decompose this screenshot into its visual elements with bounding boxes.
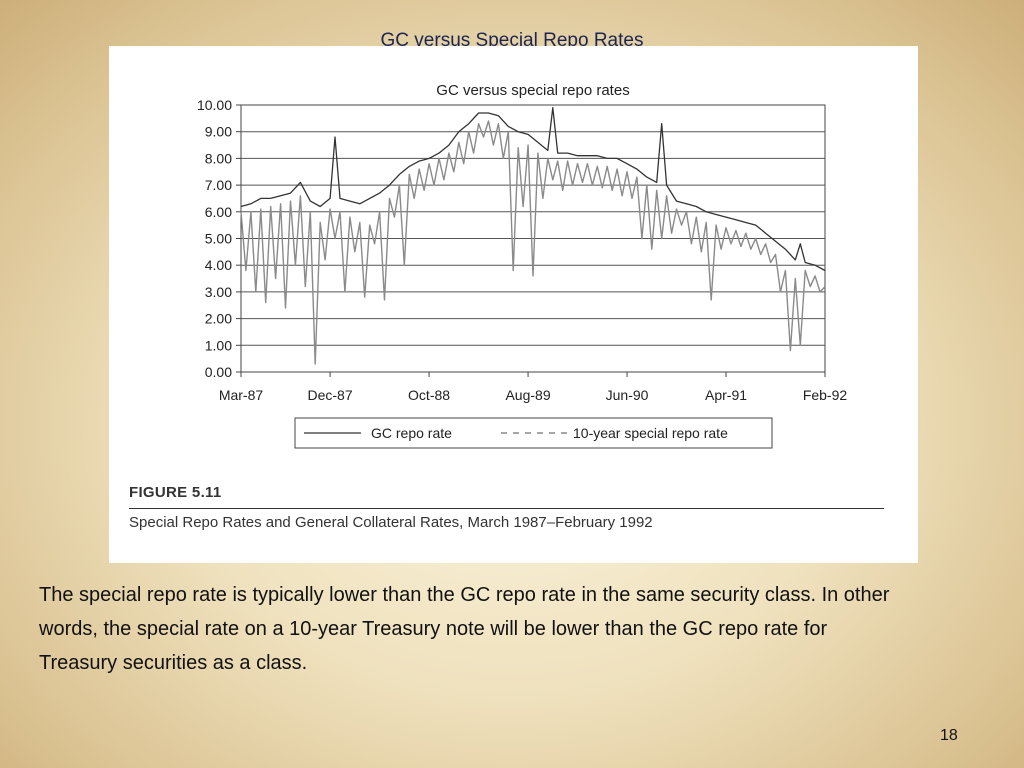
chart-grid <box>240 104 826 373</box>
x-axis: Mar-87 Dec-87 Oct-88 Aug-89 Jun-90 Apr-91 Feb-… <box>219 372 848 403</box>
y-tick-label: 8.00 <box>205 150 232 166</box>
x-tick-label: Feb-92 <box>803 387 848 403</box>
x-tick-label: Mar-87 <box>219 387 264 403</box>
chart-legend: GC repo rate 10-year special repo rate <box>294 417 773 449</box>
y-tick-label: 2.00 <box>205 311 232 327</box>
repo-rate-chart: GC versus special repo rates 0.00 1.00 2.0… <box>197 82 848 449</box>
y-tick-label: 4.00 <box>205 257 232 273</box>
x-tick-label: Oct-88 <box>408 387 450 403</box>
y-tick-label: 3.00 <box>205 284 232 300</box>
series-layer <box>240 107 826 365</box>
figure-rule <box>129 508 884 509</box>
x-tick-label: Apr-91 <box>705 387 747 403</box>
x-tick-label: Dec-87 <box>308 387 353 403</box>
page-number: 18 <box>940 727 958 744</box>
y-tick-label: 9.00 <box>205 124 232 140</box>
y-tick-label: 7.00 <box>205 177 232 193</box>
figure-caption: Special Repo Rates and General Collatera… <box>129 514 653 531</box>
y-tick-label: 0.00 <box>205 364 232 380</box>
special-repo-line <box>240 120 826 365</box>
gc-repo-line <box>240 107 826 272</box>
figure-panel: GC versus special repo rates 0.00 1.00 2.0… <box>109 46 918 563</box>
legend-label-gc: GC repo rate <box>371 425 452 441</box>
y-tick-label: 6.00 <box>205 204 232 220</box>
slide-title: GC versus Special Repo Rates <box>380 30 644 51</box>
body-text: The special repo rate is typically lower… <box>39 584 890 674</box>
legend-label-special: 10-year special repo rate <box>573 425 728 441</box>
x-tick-label: Jun-90 <box>606 387 649 403</box>
y-tick-label: 1.00 <box>205 337 232 353</box>
y-axis: 0.00 1.00 2.00 3.00 4.00 5.00 6.00 7.00 8.00 9.00… <box>197 97 241 380</box>
y-tick-label: 10.00 <box>197 97 232 113</box>
x-tick-label: Aug-89 <box>505 387 550 403</box>
legend-box <box>294 417 773 449</box>
chart-title: GC versus special repo rates <box>436 82 629 99</box>
figure-label: FIGURE 5.11 <box>129 484 222 501</box>
y-tick-label: 5.00 <box>205 231 232 247</box>
